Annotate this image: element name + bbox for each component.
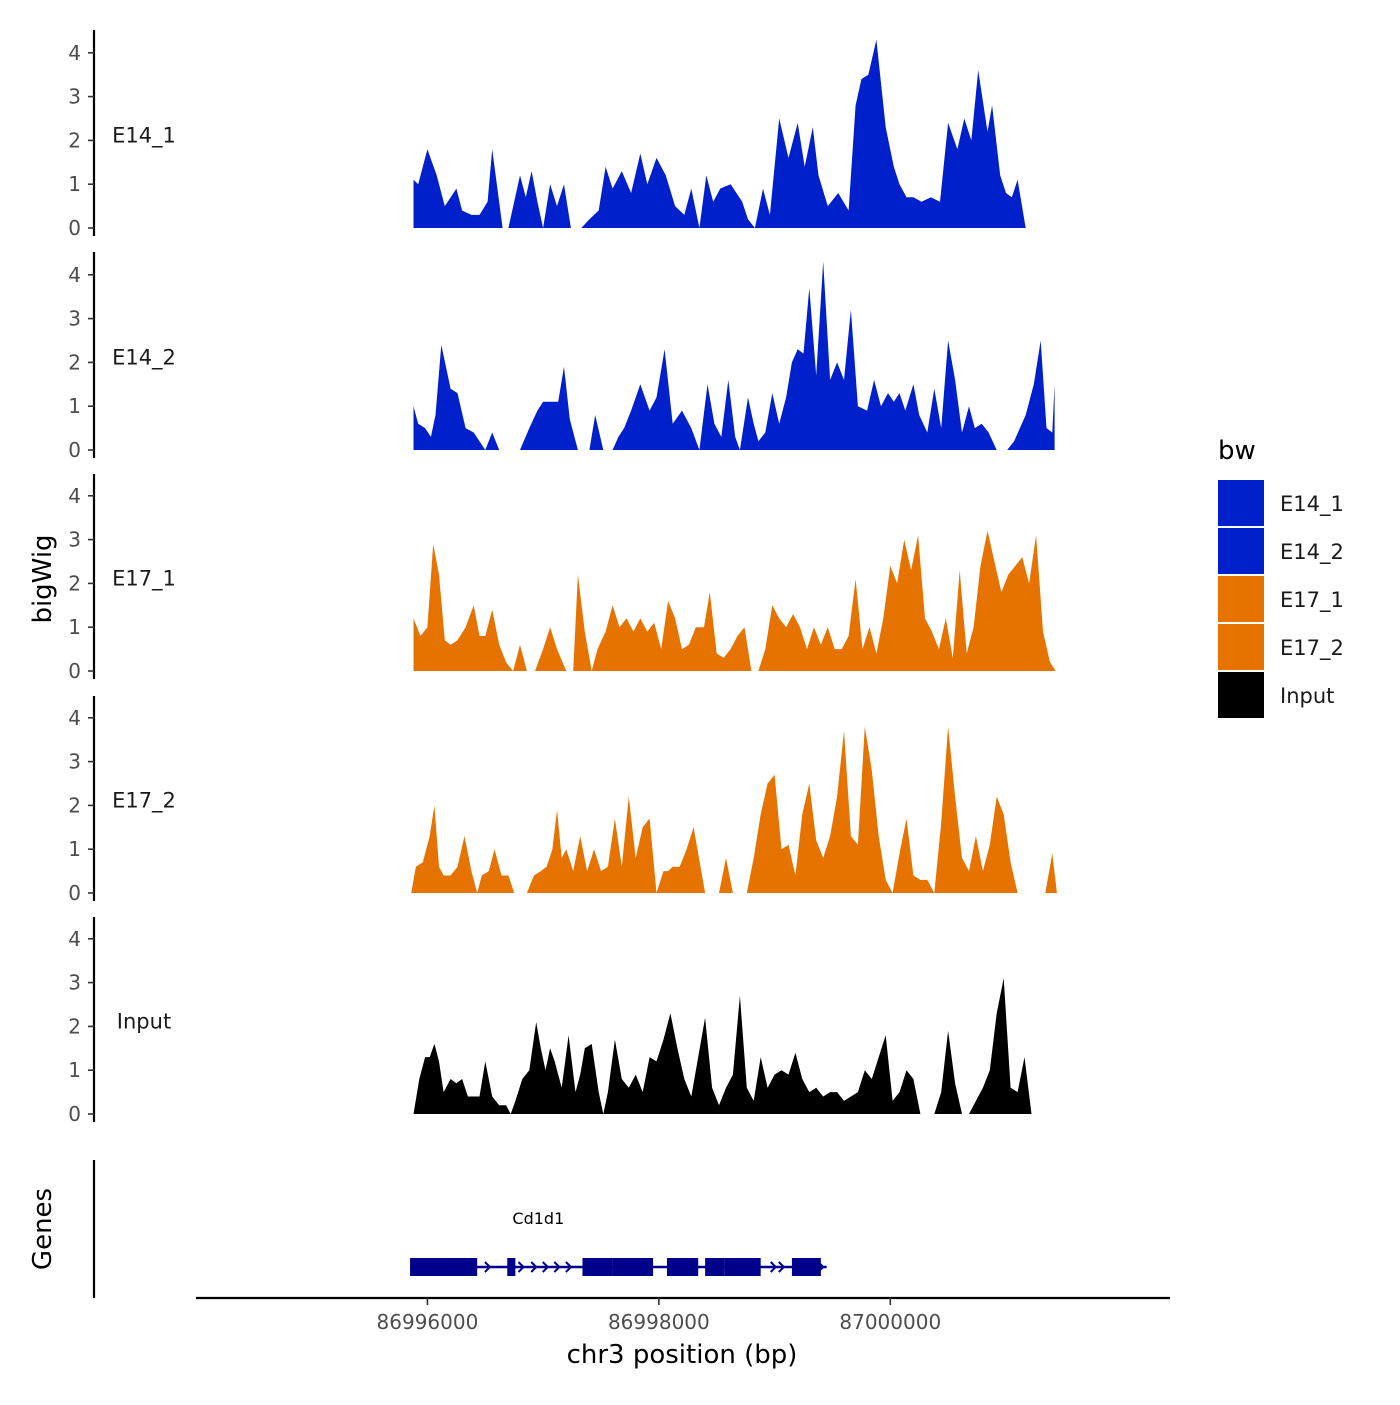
gene-exon (582, 1258, 613, 1276)
y-tick-label: 4 (68, 41, 81, 65)
track-label: E14_1 (112, 123, 176, 148)
y-tick-label: 2 (68, 571, 81, 595)
track-label: E17_2 (112, 788, 176, 813)
tracks-layer: 0 1 2 3 4 E14_1 0 1 2 3 4 E14_2 0 1 2 3 4 E17_1 0 1 2 3 4 E17_2… (68, 30, 1057, 1126)
signal-area (520, 366, 578, 450)
y-tick-label: 2 (68, 350, 81, 374)
track-label: Input (117, 1009, 171, 1033)
y-tick-label: 0 (68, 216, 81, 240)
y-tick-label: 1 (68, 394, 81, 418)
legend-swatch (1218, 480, 1264, 526)
y-tick-label: 3 (68, 528, 81, 552)
y-tick-label: 0 (68, 659, 81, 683)
y-tick-label: 3 (68, 85, 81, 109)
y-tick-label: 2 (68, 128, 81, 152)
signal-area (413, 149, 571, 228)
strand-arrow (530, 1261, 538, 1273)
gene-exon (612, 1258, 654, 1276)
legend-label: E14_1 (1280, 492, 1344, 517)
gene-exon (507, 1258, 516, 1276)
gene-exon (666, 1258, 699, 1276)
signal-area (581, 39, 1026, 229)
strand-arrow (778, 1261, 786, 1273)
y-tick-label: 4 (68, 927, 81, 951)
x-tick-label: 87000000 (839, 1310, 941, 1334)
y-tick-label: 0 (68, 881, 81, 905)
legend-swatch (1218, 624, 1264, 670)
y-tick-label: 0 (68, 438, 81, 462)
legend-swatch (1218, 528, 1264, 574)
track-e17-1: 0 1 2 3 4 E17_1 (68, 474, 1056, 683)
y-tick-label: 4 (68, 484, 81, 508)
strand-arrow (553, 1261, 561, 1273)
signal-area (526, 796, 706, 893)
track-e14-1: 0 1 2 3 4 E14_1 (68, 30, 1026, 240)
gene-exon (705, 1258, 725, 1276)
gene-label: Cd1d1 (512, 1209, 564, 1228)
strand-arrow (817, 1261, 825, 1273)
y-tick-label: 4 (68, 706, 81, 730)
legend-label: Input (1280, 684, 1334, 708)
strand-arrow (770, 1261, 778, 1273)
track-input: 0 1 2 3 4 Input (68, 917, 1032, 1126)
y-tick-label: 1 (68, 172, 81, 196)
strand-arrow (517, 1261, 525, 1273)
gene-exon (410, 1258, 478, 1276)
signal-area (411, 805, 515, 893)
x-axis: 86996000 86998000 87000000 (196, 1296, 1170, 1334)
legend-swatch (1218, 576, 1264, 622)
legend-label: E17_2 (1280, 636, 1344, 661)
y-tick-label: 1 (68, 1058, 81, 1082)
strand-arrow (542, 1261, 550, 1273)
genes-layer: Cd1d1 (92, 1160, 827, 1298)
signal-area (413, 344, 500, 450)
y-tick-label: 2 (68, 793, 81, 817)
y-tick-label: 3 (68, 307, 81, 331)
y-tick-label: 4 (68, 263, 81, 287)
y-tick-label: 2 (68, 1014, 81, 1038)
gene-exon (791, 1258, 821, 1276)
y-tick-label: 1 (68, 615, 81, 639)
strand-arrow (565, 1261, 573, 1273)
genes-axis-title: Genes (28, 1188, 58, 1270)
gene-exon (724, 1258, 761, 1276)
strand-arrow (484, 1261, 492, 1273)
gene-cd1d1: Cd1d1 (410, 1209, 827, 1276)
signal-area (612, 261, 997, 450)
signal-area (1007, 340, 1055, 450)
track-label: E17_1 (112, 566, 176, 591)
x-tick-label: 86996000 (377, 1310, 479, 1334)
legend-label: E14_2 (1280, 540, 1344, 565)
signal-area (746, 726, 1057, 893)
signal-area (719, 858, 733, 893)
y-tick-label: 3 (68, 750, 81, 774)
legend: bw E14_1 E14_2 E17_1 E17_2 Input (1218, 436, 1344, 718)
signal-area (413, 530, 1056, 671)
track-e14-2: 0 1 2 3 4 E14_2 (68, 252, 1055, 462)
legend-swatch (1218, 672, 1264, 718)
y-tick-label: 0 (68, 1102, 81, 1126)
y-tick-label: 3 (68, 971, 81, 995)
track-label: E14_2 (112, 345, 176, 370)
x-tick-label: 86998000 (608, 1310, 710, 1334)
track-e17-2: 0 1 2 3 4 E17_2 (68, 696, 1057, 905)
legend-label: E17_1 (1280, 588, 1344, 613)
y-axis-title: bigWig (28, 534, 58, 623)
y-tick-label: 1 (68, 837, 81, 861)
signal-area (589, 415, 604, 450)
legend-title: bw (1218, 436, 1256, 466)
signal-area (413, 978, 1032, 1114)
x-axis-title: chr3 position (bp) (567, 1340, 798, 1370)
